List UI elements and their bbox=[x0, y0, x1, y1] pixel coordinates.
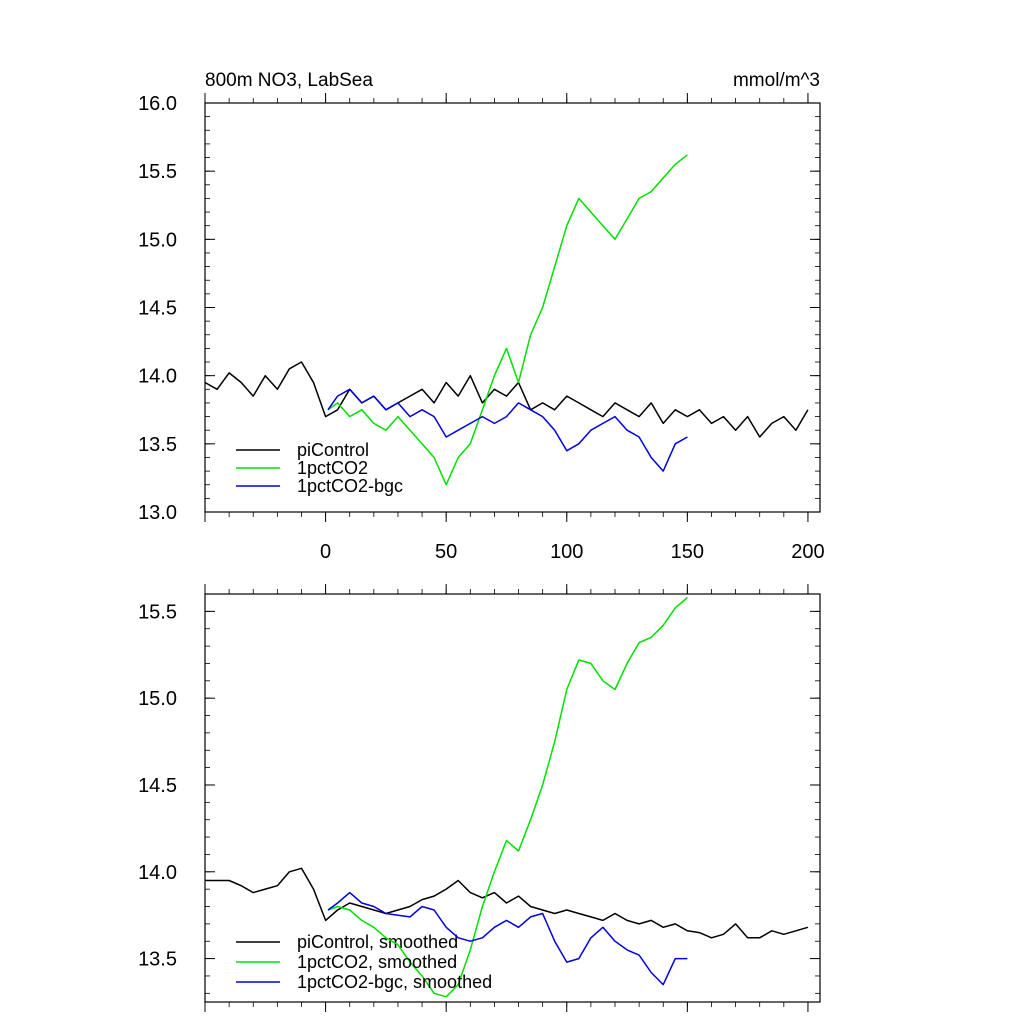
legend-label-2: 1pctCO2 bbox=[297, 458, 368, 478]
y-tick-label: 13.5 bbox=[138, 949, 177, 971]
y-tick-label: 14.5 bbox=[138, 775, 177, 797]
y-tick-label: 15.0 bbox=[138, 688, 177, 710]
y-tick-label: 13.5 bbox=[138, 434, 177, 456]
series-line-3 bbox=[327, 388, 688, 472]
series-line-3 bbox=[327, 891, 688, 986]
legend-label-3: 1pctCO2-bgc, smoothed bbox=[297, 972, 492, 992]
y-tick-label: 16.0 bbox=[138, 93, 177, 115]
legend-label-1: piControl, smoothed bbox=[297, 932, 458, 952]
legend-label-3: 1pctCO2-bgc bbox=[297, 476, 403, 496]
y-tick-label: 15.5 bbox=[138, 161, 177, 183]
legend-label-1: piControl bbox=[297, 440, 369, 460]
x-tick-label: 150 bbox=[671, 541, 704, 563]
bottom-panel-frame bbox=[204, 593, 821, 1003]
legend-label-2: 1pctCO2, smoothed bbox=[297, 952, 457, 972]
x-tick-label: 200 bbox=[791, 541, 824, 563]
top-panel-title: 800m NO3, LabSea bbox=[205, 70, 373, 91]
y-tick-label: 14.0 bbox=[138, 862, 177, 884]
y-tick-label: 14.5 bbox=[138, 298, 177, 320]
series-line-1 bbox=[205, 867, 809, 939]
y-tick-label: 15.0 bbox=[138, 229, 177, 251]
x-tick-label: 0 bbox=[320, 541, 331, 563]
top-panel: 800m NO3, LabSea mmol/m^3 13.0 13.5 14.0 14… bbox=[138, 70, 825, 563]
y-tick-label: 14.0 bbox=[138, 366, 177, 388]
top-panel-units: mmol/m^3 bbox=[733, 70, 820, 91]
series-line-1 bbox=[204, 361, 809, 438]
series-line-2 bbox=[327, 596, 688, 998]
x-tick-label: 50 bbox=[435, 541, 457, 563]
y-tick-label: 13.0 bbox=[138, 502, 177, 524]
y-tick-label: 15.5 bbox=[138, 601, 177, 623]
series-line-2 bbox=[327, 154, 688, 486]
x-tick-label: 100 bbox=[550, 541, 583, 563]
